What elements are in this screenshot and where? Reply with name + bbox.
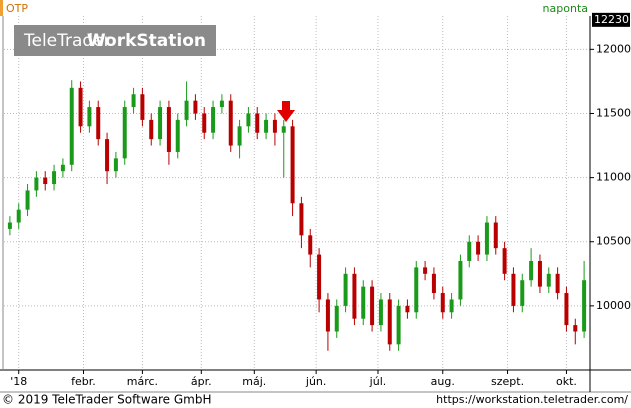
x-tick-label: '18 xyxy=(10,375,27,388)
candle-body xyxy=(582,280,587,332)
candle-body xyxy=(25,190,30,210)
x-tick-label: szept. xyxy=(491,375,524,388)
logo-regular: TeleTrader xyxy=(23,31,111,51)
candle-body xyxy=(529,260,534,281)
candle-body xyxy=(476,241,481,255)
candle-body xyxy=(290,126,295,204)
candle-body xyxy=(396,305,401,345)
x-tick-label: júl. xyxy=(369,375,387,388)
footer-left: © 2019 TeleTrader Software GmbH xyxy=(2,393,212,407)
logo-bold: WorkStation xyxy=(87,31,206,51)
candle-body xyxy=(405,305,410,313)
candle-body xyxy=(299,203,304,236)
candle-body xyxy=(414,267,419,313)
candle-body xyxy=(502,248,507,274)
candle-body xyxy=(325,299,330,332)
candle-body xyxy=(166,107,171,152)
candle-body xyxy=(158,107,163,140)
candle-body xyxy=(272,119,277,133)
candle-body xyxy=(131,94,136,108)
candle-body xyxy=(564,293,569,326)
candle-body xyxy=(193,100,198,114)
x-tick-label: aug. xyxy=(431,375,455,388)
candle-body xyxy=(228,100,233,146)
candle-body xyxy=(140,94,145,120)
candle-body xyxy=(281,126,286,133)
candle-body xyxy=(149,119,154,140)
candle-body xyxy=(546,273,551,287)
candle-body xyxy=(317,254,322,300)
candle-body xyxy=(60,164,65,172)
candle-body xyxy=(423,267,428,274)
x-tick-label: máj. xyxy=(242,375,266,388)
candle-body xyxy=(255,113,260,133)
candle-body xyxy=(431,273,436,294)
x-tick-label: ápr. xyxy=(191,375,212,388)
candle-body xyxy=(96,107,101,140)
candle-body xyxy=(378,299,383,326)
x-tick-label: jún. xyxy=(305,375,327,388)
candle-body xyxy=(202,113,207,133)
candle-body xyxy=(34,177,39,191)
y-tick-label: 11500 xyxy=(596,106,631,119)
candle-body xyxy=(122,107,127,159)
candle-body xyxy=(113,158,118,172)
candle-body xyxy=(52,171,57,185)
footer-right: https://workstation.teletrader.com/ xyxy=(436,393,628,406)
symbol: OTP xyxy=(6,2,28,15)
candle-body xyxy=(511,273,516,306)
candle-body xyxy=(440,293,445,313)
top-label: 12230 xyxy=(594,13,629,26)
candle-body xyxy=(493,222,498,249)
candle-body xyxy=(334,305,339,332)
candle-body xyxy=(449,299,454,313)
y-tick-label: 10500 xyxy=(596,235,631,248)
candle-body xyxy=(211,107,216,133)
candle-body xyxy=(78,87,83,127)
candle-body xyxy=(69,87,74,165)
candle-body xyxy=(361,286,366,319)
x-tick-label: okt. xyxy=(556,375,577,388)
y-tick-label: 12000 xyxy=(596,42,631,55)
candle-body xyxy=(7,222,12,229)
candle-body xyxy=(246,113,251,127)
candle-body xyxy=(520,280,525,306)
logo-box xyxy=(14,25,216,56)
candle-body xyxy=(555,273,560,294)
candle-body xyxy=(370,286,375,326)
candle-body xyxy=(87,107,92,127)
candle-body xyxy=(467,241,472,261)
candle-body xyxy=(237,126,242,146)
x-tick-label: febr. xyxy=(71,375,96,388)
x-tick-label: márc. xyxy=(127,375,158,388)
candle-body xyxy=(352,273,357,319)
y-tick-label: 10000 xyxy=(596,299,631,312)
candle-body xyxy=(264,119,269,133)
y-tick-label: 11000 xyxy=(596,171,631,184)
candle-body xyxy=(484,222,489,255)
candle-body xyxy=(537,260,542,287)
arrow-annotation xyxy=(277,101,295,122)
symbol-marker xyxy=(0,0,3,16)
candle-body xyxy=(219,100,224,108)
candle-body xyxy=(175,119,180,152)
top-label-box xyxy=(592,12,630,27)
candle-body xyxy=(458,260,463,300)
candle-body xyxy=(308,235,313,255)
candle-body xyxy=(43,177,48,185)
candle-body xyxy=(573,325,578,332)
candle-body xyxy=(184,100,189,120)
candle-body xyxy=(16,209,21,223)
interval: naponta xyxy=(543,2,588,15)
candle-body xyxy=(105,139,110,172)
candle-body xyxy=(387,299,392,345)
candle-body xyxy=(343,273,348,306)
plot-area xyxy=(4,16,590,370)
